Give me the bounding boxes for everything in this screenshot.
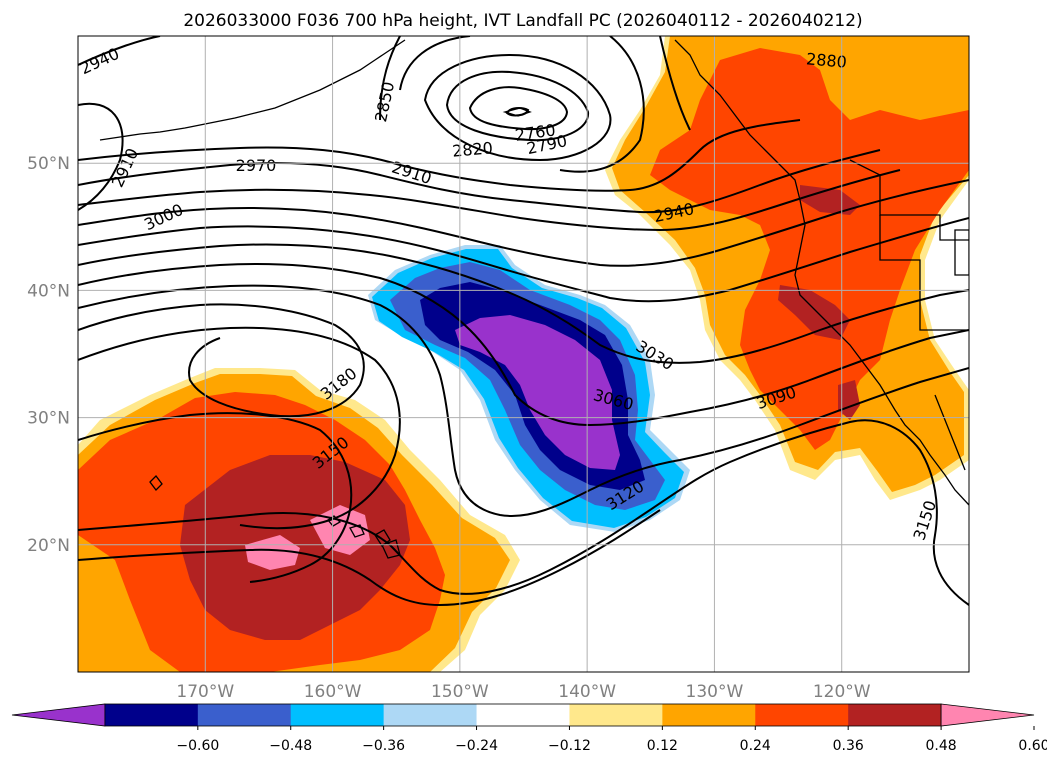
- longitude-tick-labels: 170°W 160°W 150°W 140°W 130°W 120°W: [176, 682, 870, 702]
- colorbar-tick-label: −0.36: [362, 738, 405, 754]
- colorbar-tick-label: −0.24: [455, 738, 498, 754]
- colorbar-tick-label: −0.60: [176, 738, 219, 754]
- ivt-negative-shading: [368, 245, 690, 532]
- colorbar-tick-label: 0.60: [1018, 738, 1047, 754]
- map-panel: 2940 2850 2760 2790 2820 2880 2910 2970 …: [27, 35, 970, 702]
- colorbar-tick-label: 0.48: [926, 738, 957, 754]
- colorbar-bin: [290, 704, 385, 726]
- colorbar-tick-label: 0.36: [833, 738, 864, 754]
- colorbar-bin: [755, 704, 849, 726]
- latitude-tick-label: 50°N: [27, 154, 70, 174]
- colorbar-tick-label: −0.12: [548, 738, 591, 754]
- colorbar-tick-label: 0.24: [740, 738, 771, 754]
- colorbar-bin: [662, 704, 756, 726]
- figure-title: 2026033000 F036 700 hPa height, IVT Land…: [183, 11, 862, 31]
- longitude-tick-label: 120°W: [813, 682, 871, 702]
- longitude-tick-label: 170°W: [176, 682, 234, 702]
- colorbar-bin: [476, 704, 570, 726]
- colorbar-tick-label: 0.12: [647, 738, 678, 754]
- colorbar-bin: [104, 704, 199, 726]
- colorbar-extend-high: [940, 703, 1035, 727]
- contour-label: 2820: [451, 138, 493, 160]
- colorbar-outline: [104, 703, 942, 727]
- longitude-tick-label: 150°W: [431, 682, 489, 702]
- colorbar-bin: [197, 704, 292, 726]
- colorbar-extend-low: [11, 703, 106, 727]
- map-frame: [77, 35, 970, 673]
- colorbar-bin: [848, 704, 942, 726]
- latitude-tick-label: 20°N: [27, 536, 70, 556]
- colorbar-tick-label: −0.48: [269, 738, 312, 754]
- longitude-tick-label: 160°W: [304, 682, 362, 702]
- colorbar-bin: [569, 704, 663, 726]
- height-contours: [78, 36, 969, 607]
- latitude-tick-label: 30°N: [27, 409, 70, 429]
- contour-label: 2880: [805, 49, 847, 71]
- latitude-tick-label: 40°N: [27, 281, 70, 301]
- colorbar-bin: [383, 704, 478, 726]
- longitude-tick-label: 130°W: [686, 682, 744, 702]
- gridlines: [78, 36, 969, 672]
- contour-label: 2970: [236, 156, 277, 175]
- colorbar: −0.60 −0.48 −0.36 −0.24 −0.12 0.12 0.24 0.36 0.4…: [11, 703, 1047, 754]
- longitude-tick-label: 140°W: [558, 682, 616, 702]
- latitude-tick-labels: 20°N 30°N 40°N 50°N: [27, 154, 70, 556]
